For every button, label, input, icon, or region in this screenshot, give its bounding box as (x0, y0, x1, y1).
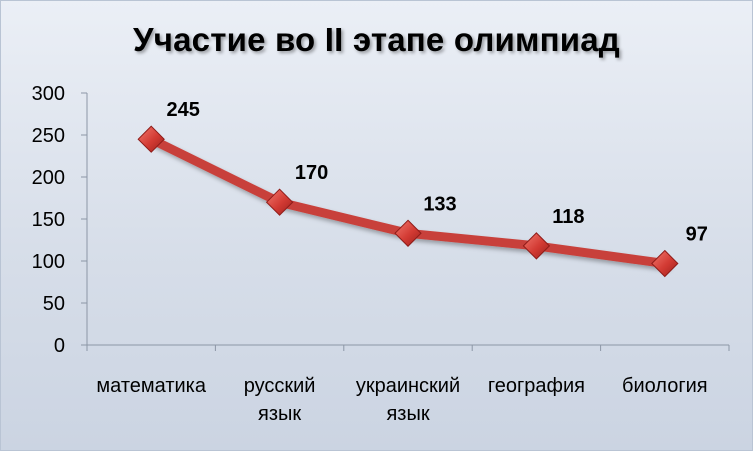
data-label: 133 (423, 193, 456, 215)
chart-title: Участие во II этапе олимпиад (133, 21, 620, 58)
y-tick-label: 100 (32, 251, 65, 273)
data-label: 118 (552, 206, 584, 228)
data-point-marker (265, 188, 294, 216)
x-tick-label: математика (96, 375, 206, 397)
data-label: 245 (167, 99, 200, 121)
y-tick-label: 250 (32, 125, 65, 147)
x-tick-label: биология (622, 375, 708, 397)
x-tick-label: русский язык (244, 375, 316, 425)
y-tick-label: 300 (32, 83, 65, 105)
data-label: 97 (686, 224, 708, 246)
y-tick-label: 150 (32, 209, 65, 231)
y-tick-label: 200 (32, 167, 65, 189)
data-point-marker (137, 125, 165, 153)
data-point-marker (394, 219, 422, 247)
y-tick-label: 50 (43, 293, 65, 315)
x-tick-label: география (488, 375, 585, 397)
x-tick-label: украинский язык (356, 375, 460, 425)
data-label: 170 (295, 162, 328, 184)
y-tick-label: 0 (54, 335, 65, 357)
data-point-marker (651, 249, 679, 278)
data-point-marker (522, 232, 551, 260)
